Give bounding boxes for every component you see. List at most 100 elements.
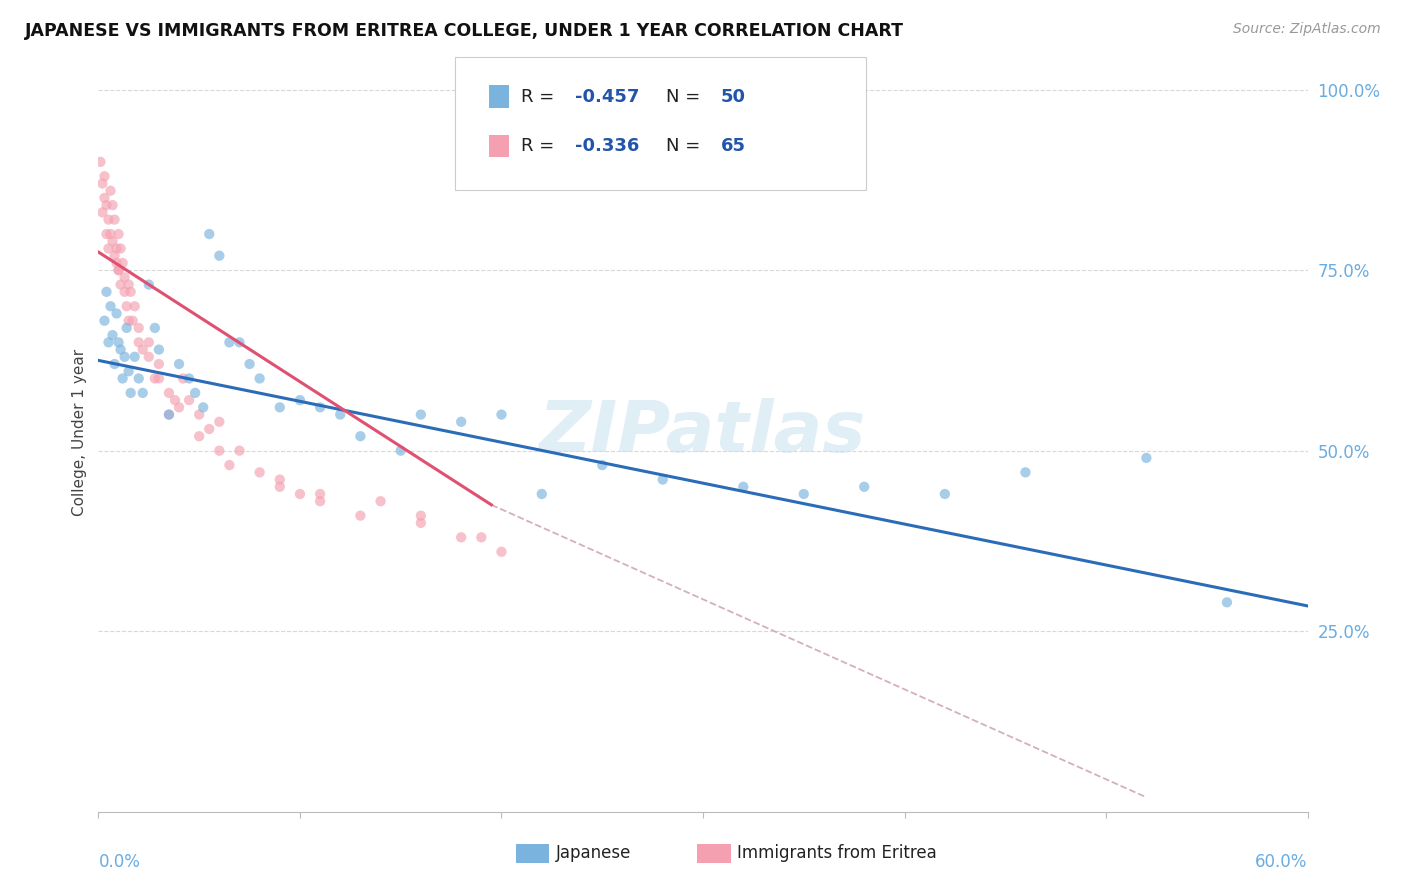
Point	[249, 371, 271, 385]
Point	[450, 530, 472, 544]
Point	[103, 357, 125, 371]
Point	[470, 530, 492, 544]
Point	[530, 487, 553, 501]
Text: -0.457: -0.457	[575, 87, 640, 106]
Text: JAPANESE VS IMMIGRANTS FROM ERITREA COLLEGE, UNDER 1 YEAR CORRELATION CHART: JAPANESE VS IMMIGRANTS FROM ERITREA COLL…	[25, 22, 904, 40]
Point	[143, 371, 166, 385]
Point	[114, 350, 136, 364]
Point	[148, 357, 170, 371]
Point	[93, 191, 115, 205]
Point	[148, 371, 170, 385]
Point	[115, 299, 138, 313]
Point	[89, 154, 111, 169]
Point	[1014, 466, 1036, 480]
Point	[591, 458, 613, 472]
Point	[793, 487, 815, 501]
Point	[218, 335, 240, 350]
Point	[128, 321, 150, 335]
Point	[288, 393, 311, 408]
Point	[188, 408, 211, 422]
Point	[107, 263, 129, 277]
Point	[91, 205, 114, 219]
Point	[491, 545, 513, 559]
Point	[118, 364, 141, 378]
Point	[118, 277, 141, 292]
Point	[128, 371, 150, 385]
Text: Japanese: Japanese	[555, 845, 631, 863]
Point	[157, 385, 180, 400]
Point	[132, 385, 155, 400]
Text: -0.336: -0.336	[575, 137, 640, 155]
Point	[208, 249, 231, 263]
Point	[105, 306, 128, 320]
Point	[121, 314, 143, 328]
Point	[218, 458, 240, 472]
Point	[138, 335, 160, 350]
Point	[733, 480, 755, 494]
Point	[198, 422, 221, 436]
Text: R =: R =	[522, 137, 560, 155]
Point	[138, 350, 160, 364]
Point	[208, 415, 231, 429]
Point	[100, 227, 122, 241]
Point	[228, 335, 250, 350]
Point	[249, 466, 271, 480]
Point	[1135, 450, 1157, 465]
Text: 65: 65	[720, 137, 745, 155]
Point	[157, 408, 180, 422]
Point	[651, 473, 673, 487]
Bar	[489, 135, 509, 157]
Point	[114, 270, 136, 285]
Point	[853, 480, 876, 494]
Point	[389, 443, 412, 458]
Point	[179, 393, 201, 408]
Point	[118, 314, 141, 328]
Point	[172, 371, 194, 385]
Point	[409, 516, 432, 530]
Point	[163, 393, 186, 408]
Bar	[489, 86, 509, 108]
Point	[107, 263, 129, 277]
Point	[370, 494, 392, 508]
Point	[409, 508, 432, 523]
Point	[111, 371, 134, 385]
Point	[309, 487, 332, 501]
Point	[96, 227, 118, 241]
Point	[120, 285, 142, 299]
Point	[97, 212, 120, 227]
Point	[101, 328, 124, 343]
Y-axis label: College, Under 1 year: College, Under 1 year	[72, 349, 87, 516]
Point	[93, 314, 115, 328]
FancyBboxPatch shape	[456, 57, 866, 190]
Point	[101, 198, 124, 212]
Text: R =: R =	[522, 87, 560, 106]
Point	[96, 285, 118, 299]
Point	[228, 443, 250, 458]
Point	[105, 242, 128, 256]
Point	[120, 385, 142, 400]
Point	[239, 357, 262, 371]
Point	[1216, 595, 1239, 609]
Point	[409, 408, 432, 422]
Text: Immigrants from Eritrea: Immigrants from Eritrea	[737, 845, 936, 863]
Point	[193, 401, 215, 415]
Point	[309, 494, 332, 508]
Point	[103, 212, 125, 227]
Bar	[697, 845, 731, 863]
Text: N =: N =	[666, 137, 706, 155]
Point	[110, 277, 132, 292]
Point	[184, 385, 207, 400]
Point	[329, 408, 352, 422]
Point	[188, 429, 211, 443]
Point	[349, 429, 371, 443]
Point	[96, 198, 118, 212]
Point	[107, 227, 129, 241]
Point	[105, 256, 128, 270]
Point	[198, 227, 221, 241]
Point	[269, 480, 291, 494]
Point	[110, 242, 132, 256]
Point	[288, 487, 311, 501]
Point	[115, 321, 138, 335]
Point	[124, 350, 146, 364]
Point	[157, 408, 180, 422]
